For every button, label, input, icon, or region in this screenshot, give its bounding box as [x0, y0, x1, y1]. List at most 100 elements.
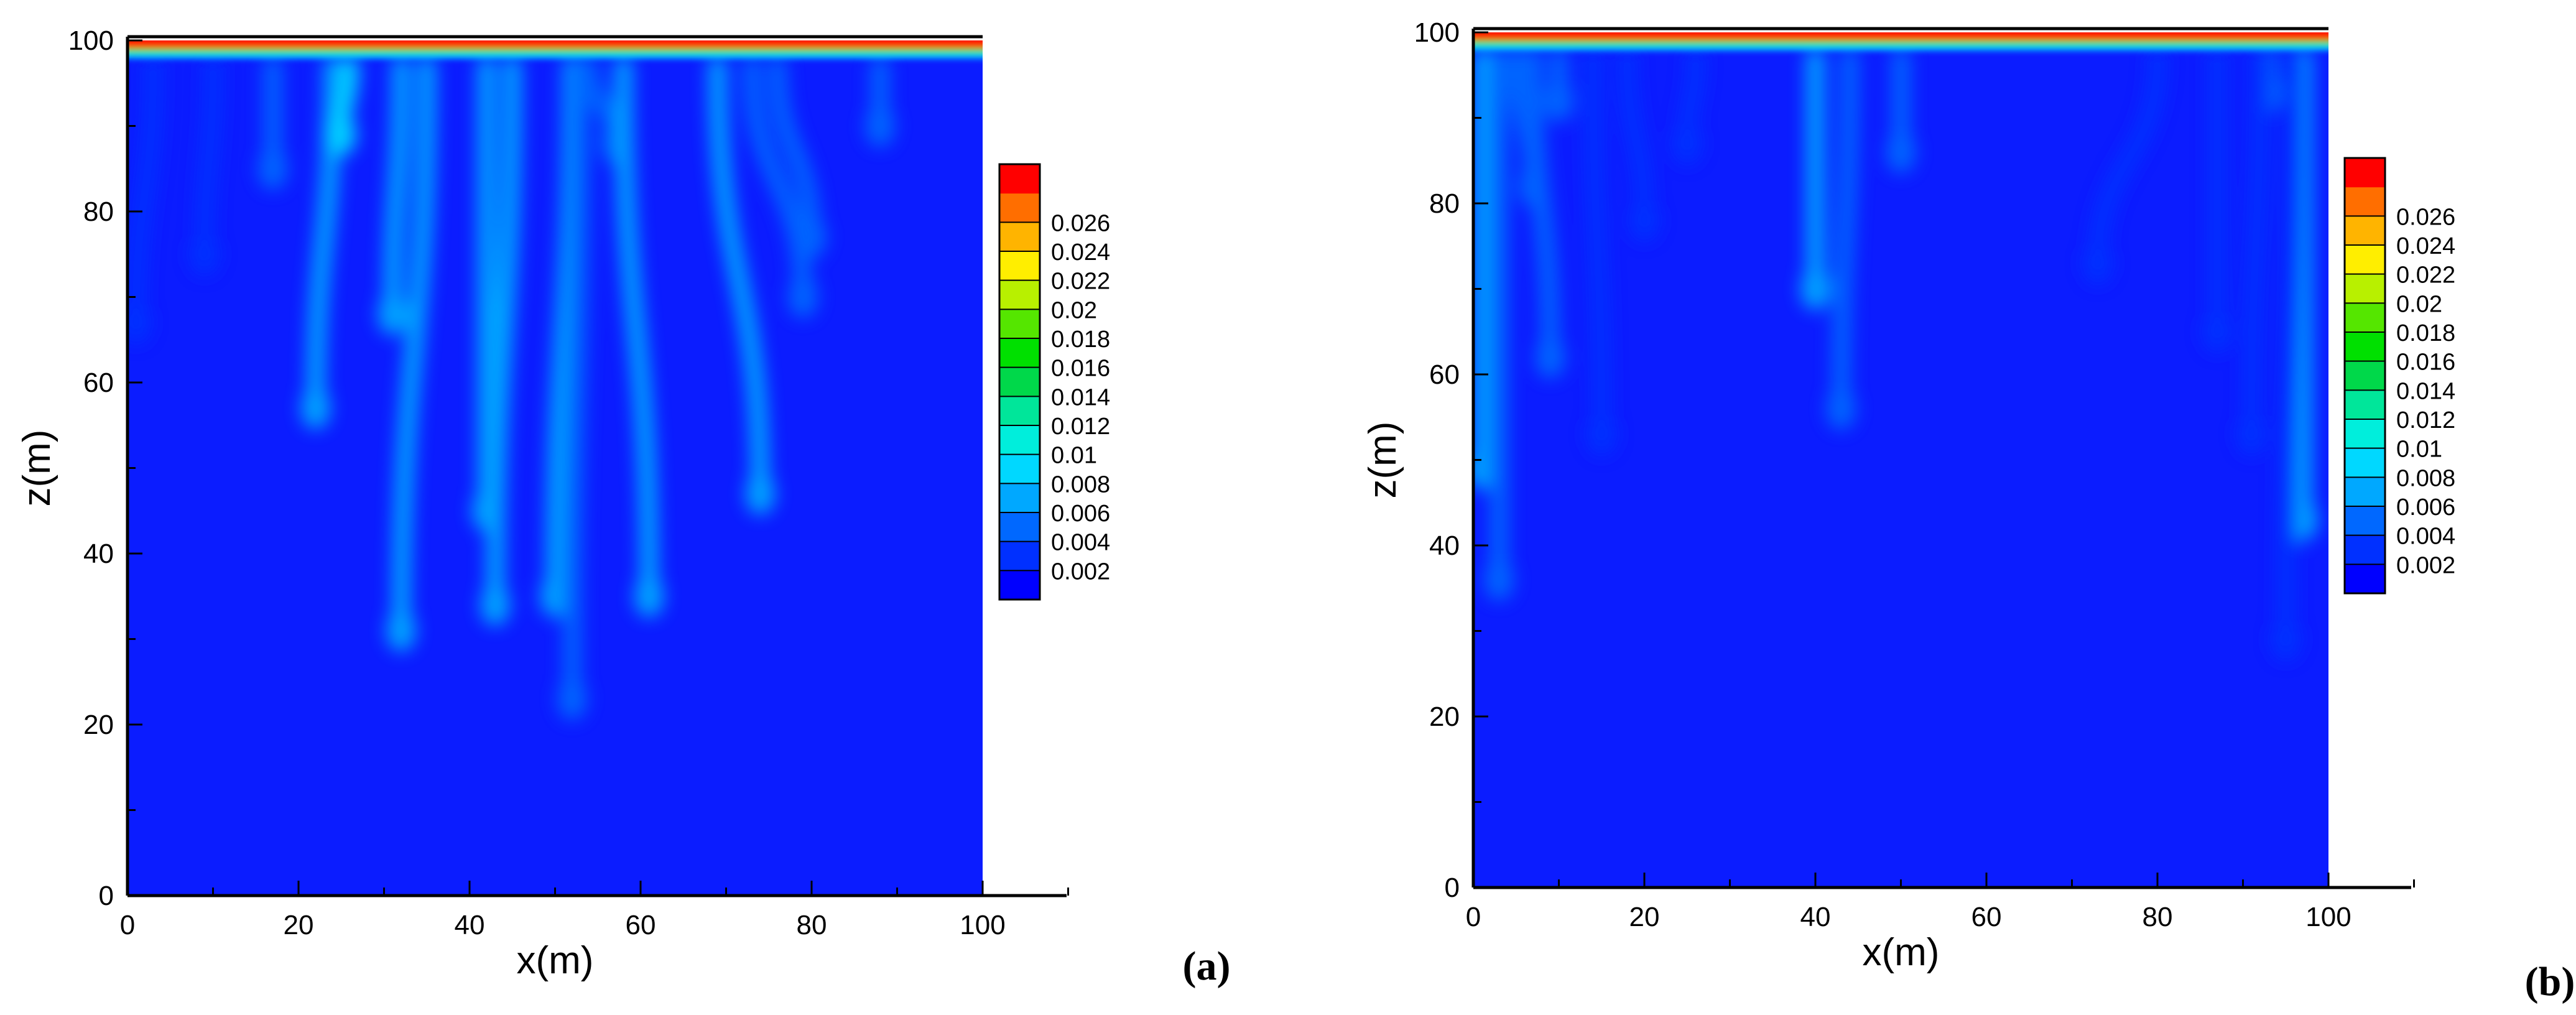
- y-tick-label: 20: [83, 710, 114, 740]
- y-tick-label: 0: [1445, 873, 1460, 903]
- x-tick-label: 80: [797, 910, 827, 940]
- x-tick-label: 40: [1800, 902, 1831, 932]
- colorbar-swatch: [999, 425, 1040, 455]
- colorbar-level-label: 0.026: [1051, 210, 1110, 236]
- plume-finger: [2276, 49, 2304, 649]
- surface-band-red: [1473, 32, 2328, 40]
- x-tick-label: 80: [2143, 902, 2173, 932]
- plume-finger: [392, 57, 437, 640]
- colorbar-level-label: 0.006: [1051, 501, 1110, 527]
- y-tick-label: 0: [99, 881, 114, 911]
- plume-finger-tip: [127, 301, 151, 344]
- colorbar-level-label: 0.01: [2396, 437, 2442, 463]
- plume-finger-tip: [1544, 80, 1574, 122]
- colorbar-level-label: 0.02: [1051, 297, 1097, 323]
- plume-finger-tip: [557, 677, 587, 720]
- colorbar-level-label: 0.014: [1051, 384, 1110, 410]
- plume-finger: [708, 57, 770, 503]
- plume-finger-tip: [1826, 387, 1856, 430]
- x-axis-title: x(m): [1863, 931, 1940, 974]
- colorbar-swatch: [999, 483, 1040, 513]
- colorbar-swatch: [2345, 535, 2385, 565]
- colorbar-level-label: 0.008: [1051, 471, 1110, 498]
- plume-finger: [1583, 49, 1611, 444]
- colorbar-level-label: 0.022: [1051, 269, 1110, 295]
- colorbar-level-label: 0.016: [1051, 356, 1110, 382]
- y-tick-label: 20: [1429, 702, 1460, 732]
- panel-label: (a): [1183, 943, 1231, 989]
- colorbar-swatch: [2345, 158, 2385, 188]
- colorbar-level-label: 0.002: [1051, 558, 1110, 585]
- colorbar-swatch: [2345, 477, 2385, 507]
- colorbar-level-label: 0.012: [2396, 407, 2455, 433]
- plume-finger-tip: [1672, 122, 1702, 165]
- y-tick-label: 60: [83, 368, 114, 398]
- colorbar-level-label: 0.004: [1051, 530, 1110, 556]
- colorbar-swatch: [999, 541, 1040, 571]
- colorbar-level-label: 0.002: [2396, 552, 2455, 578]
- plume-finger-tip: [1484, 558, 1514, 601]
- plume-finger: [383, 57, 410, 323]
- colorbar-swatch: [2345, 187, 2385, 216]
- plume-finger-tip: [480, 583, 511, 626]
- colorbar-level-label: 0.008: [2396, 465, 2455, 491]
- panel-a: 0 20 40 60 80 100020406080100x(m)z(m)0.0020.0…: [16, 25, 1230, 989]
- colorbar-swatch: [2345, 216, 2385, 246]
- colorbar-swatch: [2345, 303, 2385, 333]
- plume-finger-tip: [1535, 336, 1565, 379]
- colorbar-swatch: [999, 570, 1040, 600]
- colorbar-swatch: [2345, 332, 2385, 362]
- plume-finger-tip: [865, 104, 895, 147]
- plume-finger-tip: [257, 147, 288, 190]
- finger-group: [127, 57, 895, 720]
- y-tick-label: 80: [1429, 188, 1460, 219]
- y-tick-label: 40: [83, 539, 114, 569]
- colorbar-level-label: 0.01: [1051, 443, 1097, 469]
- colorbar-swatch: [999, 222, 1040, 252]
- surface-layer: [127, 40, 983, 58]
- x-tick-label: 60: [1971, 902, 2002, 932]
- colorbar-swatch: [2345, 361, 2385, 391]
- plume-finger: [563, 57, 590, 708]
- plume-finger: [195, 57, 223, 264]
- colorbar-frame: [2343, 157, 2386, 595]
- panel-label: (b): [2525, 959, 2575, 1004]
- plume-finger: [742, 57, 813, 307]
- colorbar-level-label: 0.024: [1051, 239, 1110, 266]
- colorbar-swatch: [2345, 506, 2385, 536]
- plume-finger-tip: [540, 575, 570, 618]
- plume-finger: [614, 57, 659, 606]
- y-axis-title: z(m): [1361, 422, 1404, 499]
- x-tick-label: 60: [626, 910, 656, 940]
- colorbar-swatch: [999, 454, 1040, 484]
- plume-finger-tip: [2236, 413, 2267, 456]
- contour-field: [1473, 32, 2328, 888]
- contour-field: [127, 40, 983, 896]
- colorbar-swatch: [2345, 274, 2385, 304]
- colorbar-level-label: 0.018: [1051, 327, 1110, 353]
- colorbar-level-label: 0.014: [2396, 378, 2455, 404]
- colorbar-swatch: [2345, 564, 2385, 594]
- x-tick-label: 100: [960, 910, 1005, 940]
- colorbar-level-label: 0.004: [2396, 524, 2455, 550]
- colorbar-level-label: 0.006: [2396, 494, 2455, 521]
- plume-finger: [486, 57, 522, 614]
- colorbar-swatch: [2345, 390, 2385, 420]
- plume-finger-tip: [378, 293, 408, 335]
- plume-finger-tip: [189, 233, 220, 276]
- colorbar-level-label: 0.02: [2396, 291, 2442, 317]
- y-tick-label: 80: [83, 197, 114, 227]
- colorbar-level-label: 0.018: [2396, 320, 2455, 346]
- x-tick-label: 0: [1466, 902, 1481, 932]
- colorbar-level-label: 0.022: [2396, 262, 2455, 289]
- colorbar-swatch: [999, 164, 1040, 194]
- colorbar-swatch: [999, 512, 1040, 542]
- colorbar-swatch: [2345, 419, 2385, 449]
- colorbar-level-label: 0.024: [2396, 233, 2455, 259]
- x-tick-label: 20: [284, 910, 314, 940]
- plume-finger-tip: [745, 472, 776, 515]
- plume-finger-tip: [2202, 310, 2233, 353]
- colorbar-level-label: 0.016: [2396, 350, 2455, 376]
- colorbar-swatch: [999, 280, 1040, 310]
